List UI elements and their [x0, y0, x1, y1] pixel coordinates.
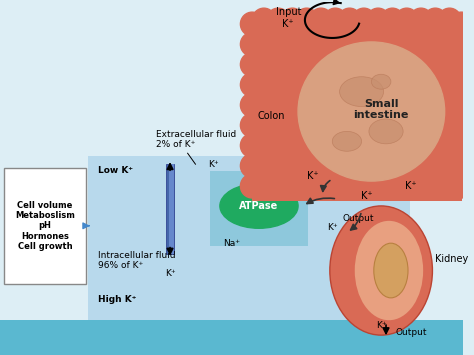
Circle shape [449, 113, 473, 137]
Circle shape [240, 73, 264, 97]
Text: K⁺: K⁺ [376, 321, 386, 330]
FancyBboxPatch shape [4, 168, 86, 284]
Text: K⁺: K⁺ [405, 181, 416, 191]
Text: Low K⁺: Low K⁺ [98, 166, 133, 175]
Circle shape [371, 174, 394, 198]
Circle shape [295, 8, 319, 32]
Circle shape [449, 32, 473, 56]
Circle shape [449, 174, 473, 198]
Text: K⁺: K⁺ [312, 181, 323, 191]
Circle shape [240, 12, 264, 36]
Text: K⁺: K⁺ [327, 223, 337, 232]
Circle shape [424, 8, 447, 32]
Bar [166, 164, 174, 253]
Ellipse shape [374, 243, 408, 298]
Circle shape [449, 154, 473, 178]
Circle shape [240, 93, 264, 117]
Ellipse shape [371, 74, 391, 89]
Text: Colon: Colon [257, 111, 284, 121]
Text: Na⁺: Na⁺ [223, 239, 240, 248]
Circle shape [421, 174, 445, 198]
Circle shape [449, 73, 473, 97]
Circle shape [366, 8, 390, 32]
Circle shape [266, 8, 290, 32]
Text: Extracellular fluid
2% of K⁺: Extracellular fluid 2% of K⁺ [156, 130, 237, 149]
Circle shape [395, 8, 419, 32]
Text: ATPase: ATPase [239, 201, 279, 211]
Text: K⁺: K⁺ [293, 160, 303, 169]
Circle shape [338, 8, 361, 32]
Ellipse shape [220, 184, 298, 228]
Circle shape [320, 174, 344, 198]
Circle shape [409, 8, 433, 32]
Circle shape [438, 8, 461, 32]
Ellipse shape [369, 119, 403, 144]
Text: K⁺: K⁺ [165, 268, 175, 278]
Text: K⁺: K⁺ [361, 191, 372, 201]
Ellipse shape [332, 131, 362, 151]
Circle shape [352, 8, 375, 32]
Text: Kidney: Kidney [435, 253, 468, 264]
Circle shape [449, 93, 473, 117]
Text: Output: Output [342, 214, 374, 223]
Bar [210, 171, 308, 246]
Circle shape [438, 174, 461, 198]
Text: High K⁺: High K⁺ [98, 295, 136, 304]
Bar [88, 156, 410, 320]
Circle shape [449, 133, 473, 158]
Bar [252, 17, 462, 201]
Circle shape [381, 8, 404, 32]
Circle shape [337, 174, 361, 198]
Bar [169, 164, 174, 253]
Text: Small
intestine: Small intestine [354, 99, 409, 120]
Circle shape [240, 154, 264, 178]
Circle shape [240, 113, 264, 137]
Circle shape [240, 32, 264, 56]
Circle shape [388, 174, 411, 198]
Text: Cell volume
Metaboslism
pH
Hormones
Cell growth: Cell volume Metaboslism pH Hormones Cell… [15, 201, 75, 251]
Circle shape [324, 8, 347, 32]
Text: Input
K⁺: Input K⁺ [275, 7, 301, 29]
Ellipse shape [355, 221, 423, 320]
Circle shape [449, 53, 473, 76]
Circle shape [240, 53, 264, 76]
Text: Intracellular fluid
96% of K⁺: Intracellular fluid 96% of K⁺ [98, 251, 175, 270]
Text: K⁺: K⁺ [208, 160, 219, 169]
Circle shape [281, 8, 304, 32]
Circle shape [252, 8, 275, 32]
Circle shape [309, 8, 333, 32]
Bar [0, 320, 463, 355]
Circle shape [354, 174, 377, 198]
Ellipse shape [339, 77, 383, 106]
Circle shape [404, 174, 428, 198]
Ellipse shape [330, 206, 432, 335]
Text: Output: Output [396, 328, 427, 337]
Circle shape [240, 174, 264, 198]
Ellipse shape [298, 42, 445, 181]
Text: K⁺: K⁺ [307, 171, 319, 181]
Circle shape [240, 133, 264, 158]
Circle shape [449, 12, 473, 36]
